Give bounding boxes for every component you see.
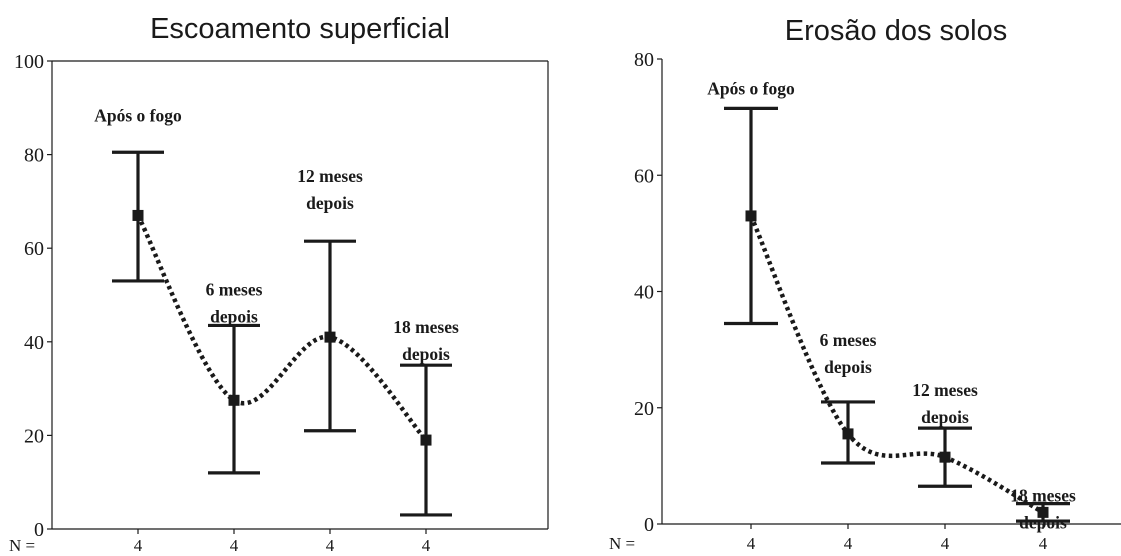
point-annotation: 6 meses [820,330,877,350]
y-tick-label: 60 [24,238,44,260]
point-annotation: 6 meses [206,279,263,299]
point-annotation: depois [1019,513,1067,533]
point-annotation: depois [402,344,450,364]
chart-title: Erosão dos solos [785,15,1007,47]
y-tick-label: 60 [634,165,654,187]
point-annotation: depois [306,193,354,213]
mean-marker [132,209,144,221]
n-value-label: 4 [230,536,239,555]
point-annotation: depois [921,407,969,427]
y-tick-label: 40 [24,332,44,354]
point-annotation: depois [824,357,872,377]
mean-marker [228,394,240,406]
point-annotation: Após o fogo [707,78,795,98]
n-prefix-label: N = [609,534,635,553]
mean-marker [1037,506,1049,518]
n-value-label: 4 [941,534,950,553]
y-tick-label: 20 [634,398,654,420]
point-annotation: 12 meses [912,380,978,400]
point-annotation: 18 meses [1010,486,1076,506]
n-value-label: 4 [422,536,431,555]
n-value-label: 4 [747,534,756,553]
point-annotation: Após o fogo [94,105,182,125]
y-tick-label: 40 [634,282,654,304]
y-tick-label: 80 [24,145,44,167]
y-tick-label: 0 [34,519,44,541]
mean-trend-line [748,215,1045,515]
mean-trend-line [136,214,428,442]
mean-marker [939,451,951,463]
mean-marker [842,428,854,440]
n-prefix-label: N = [9,536,35,555]
point-annotation: 12 meses [297,166,363,186]
point-annotation: depois [210,306,258,326]
n-value-label: 4 [134,536,143,555]
y-tick-label: 0 [644,514,654,536]
chart-escoamento: Escoamento superficial 0 20 40 60 80 100 N = 4 4 4… [9,13,549,555]
mean-marker [420,434,432,446]
n-value-label: 4 [844,534,853,553]
mean-marker [745,210,757,222]
n-value-label: 4 [326,536,335,555]
y-tick-label: 80 [634,49,654,71]
chart-erosao: Erosão dos solos 0 20 40 60 80 N = 4 4 4 4 Após o f… [609,15,1121,553]
mean-marker [324,331,336,343]
chart-title: Escoamento superficial [150,13,450,45]
y-tick-label: 20 [24,425,44,447]
y-tick-label: 100 [14,51,44,73]
point-annotation: 18 meses [393,317,459,337]
n-value-label: 4 [1039,534,1048,553]
